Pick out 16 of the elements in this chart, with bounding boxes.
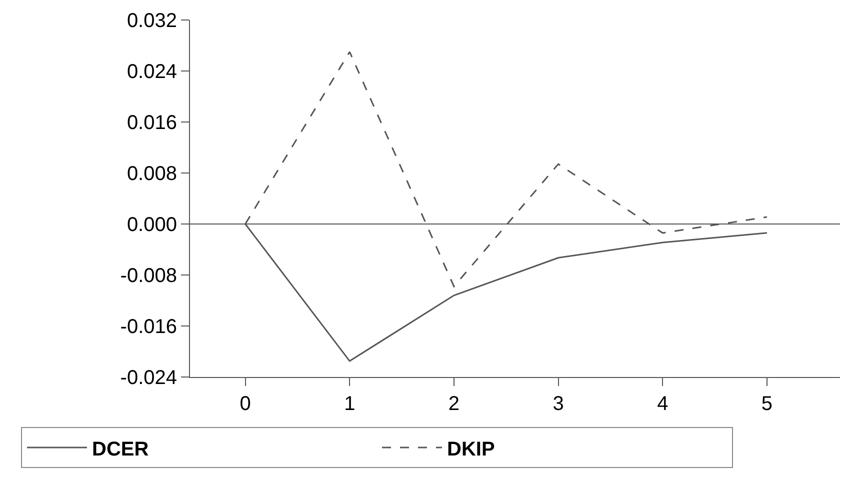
y-tick-label: 0.032 (126, 10, 177, 32)
x-tick-label: 5 (761, 393, 773, 415)
y-tick-label: 0.024 (126, 61, 177, 83)
y-tick-label: 0.016 (126, 112, 177, 134)
y-tick-label: -0.016 (120, 316, 177, 338)
y-tick-label: -0.008 (120, 265, 177, 287)
x-tick-label: 4 (657, 393, 668, 415)
x-tick-label: 0 (240, 393, 251, 415)
y-tick-label: 0.000 (126, 214, 177, 236)
x-tick-label: 3 (552, 393, 564, 415)
legend-label: DCER (92, 438, 150, 460)
y-tick-label: -0.024 (120, 367, 177, 389)
y-tick-label: 0.008 (126, 163, 177, 185)
x-tick-label: 1 (344, 393, 356, 415)
x-tick-label: 2 (448, 393, 460, 415)
legend-label: DKIP (447, 438, 495, 460)
